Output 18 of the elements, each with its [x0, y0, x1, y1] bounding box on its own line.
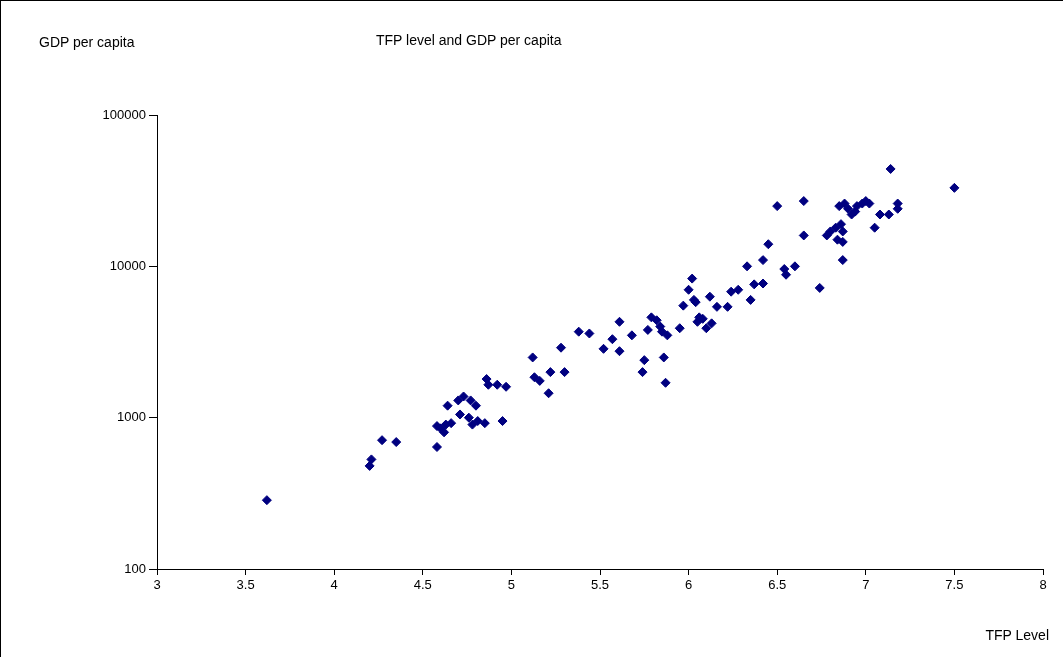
x-tick-label: 4 [330, 577, 338, 593]
x-tick-label: 4.5 [413, 577, 432, 593]
y-tick-label: 100000 [102, 106, 146, 122]
y-tick-label: 100 [124, 560, 146, 576]
x-axis-title: TFP Level [985, 627, 1049, 643]
x-tick-label: 8 [1039, 577, 1047, 593]
x-tick-label: 7 [862, 577, 870, 593]
x-tick-label: 3.5 [236, 577, 255, 593]
y-tick-label: 10000 [109, 257, 146, 273]
x-tick-label: 6.5 [768, 577, 787, 593]
x-tick-label: 7.5 [945, 577, 964, 593]
x-tick-label: 5 [507, 577, 516, 593]
x-tick-label: 3 [153, 577, 161, 593]
x-tick-label: 6 [684, 577, 693, 593]
chart-title: TFP level and GDP per capita [376, 32, 562, 48]
x-tick-label: 5.5 [590, 577, 610, 593]
y-tick-label: 1000 [117, 409, 146, 425]
y-axis-title: GDP per capita [39, 34, 135, 50]
